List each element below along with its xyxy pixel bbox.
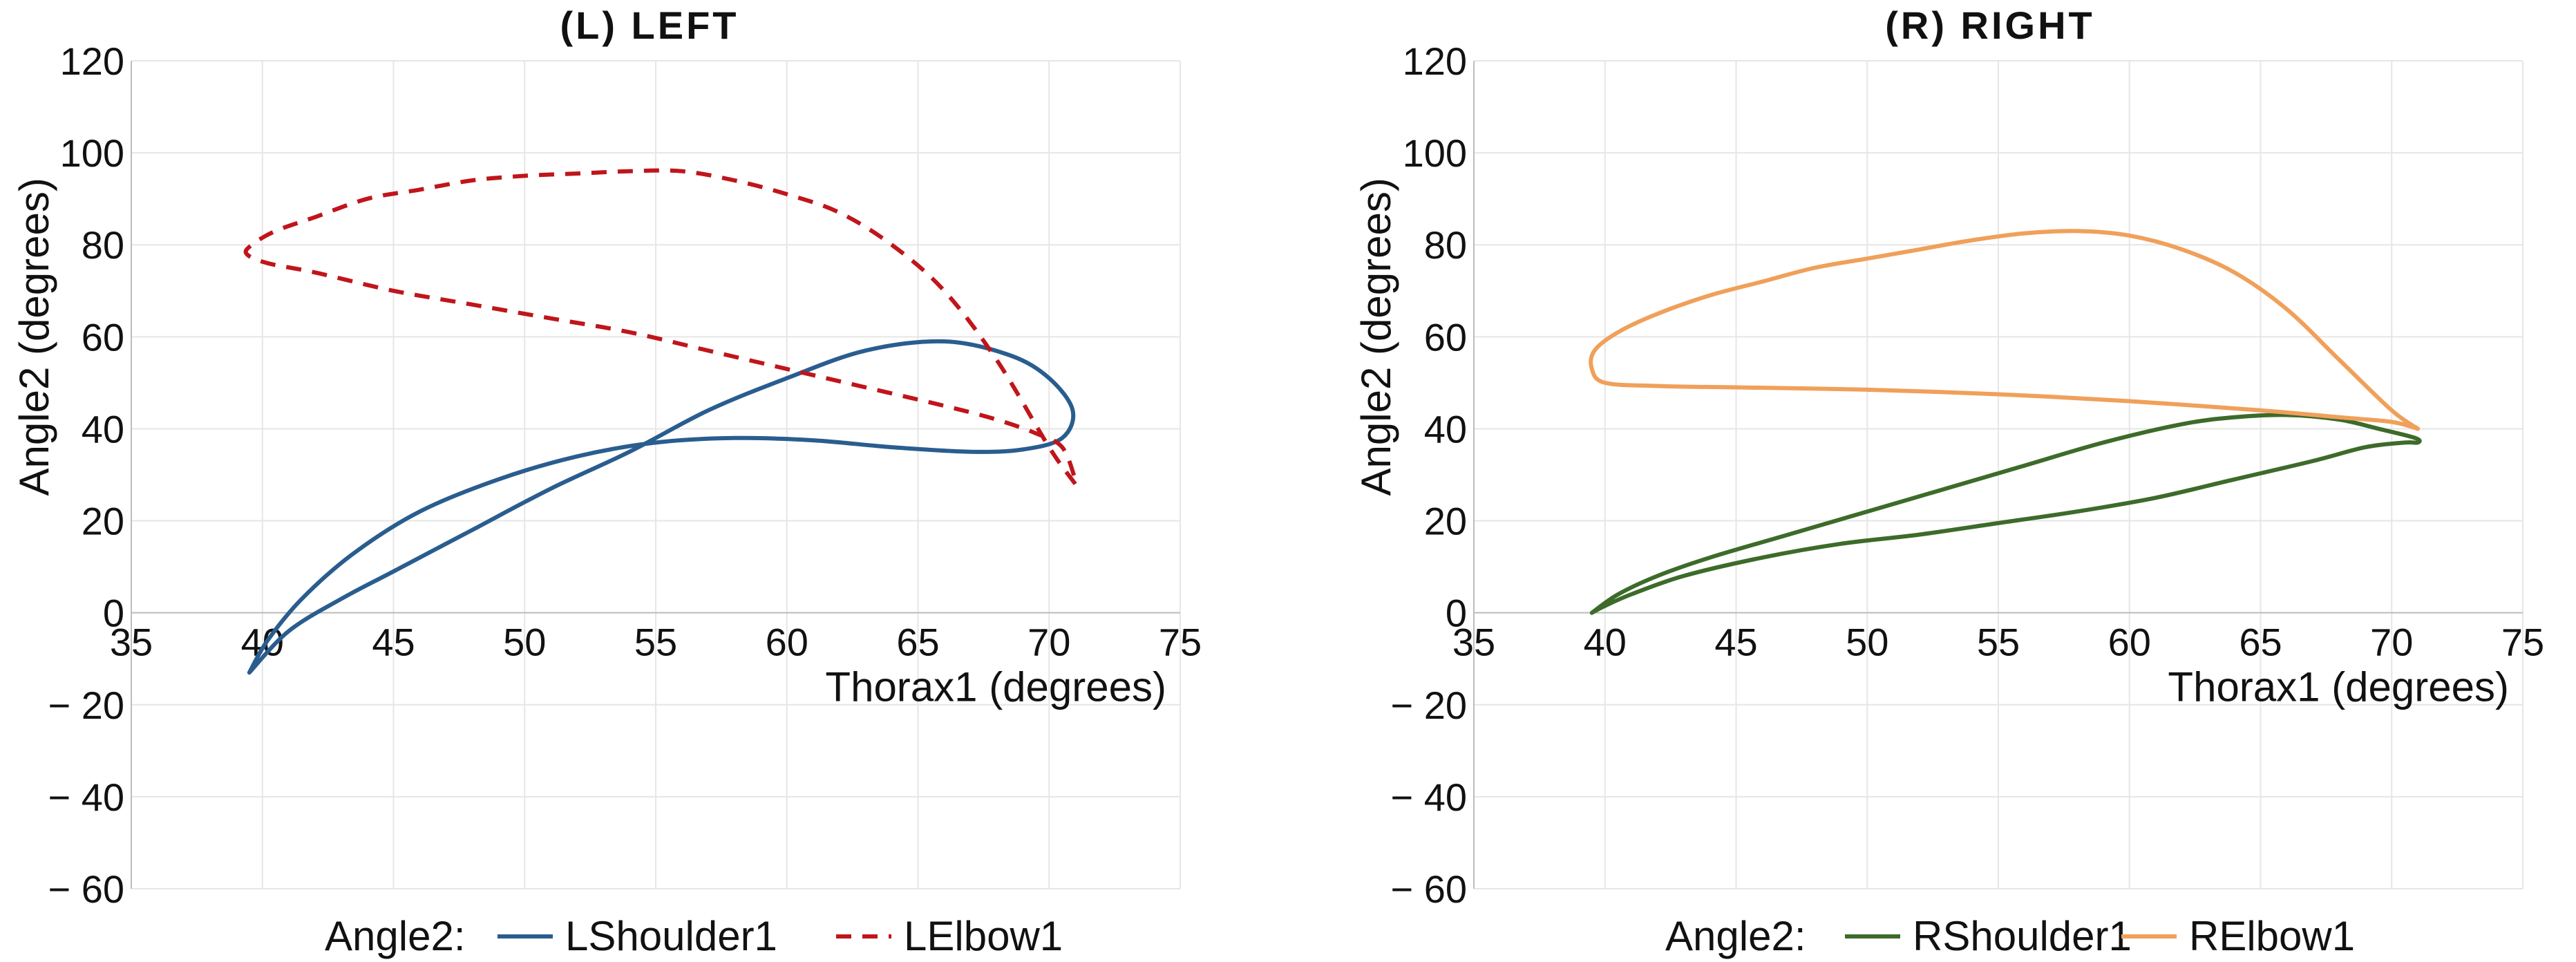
y-tick-label: 0 xyxy=(103,592,124,635)
series-line-rshoulder1 xyxy=(1589,413,2422,615)
y-axis-label: Angle2 (degrees) xyxy=(1353,178,1399,496)
x-tick-label: 75 xyxy=(1159,621,1202,664)
x-tick-label: 65 xyxy=(896,621,939,664)
legend-label-rshoulder1: RShoulder1 xyxy=(1913,913,2132,959)
y-tick-label: − 20 xyxy=(48,683,124,727)
y-tick-label: 20 xyxy=(82,500,124,543)
chart-title: (R) RIGHT xyxy=(1885,3,2095,47)
y-tick-label: 80 xyxy=(82,223,124,267)
x-axis-label: Thorax1 (degrees) xyxy=(2168,664,2509,710)
y-tick-label: − 40 xyxy=(48,775,124,819)
series-line-lelbow1 xyxy=(243,168,1078,486)
x-tick-label: 40 xyxy=(1584,621,1627,664)
chart-title: (L) LEFT xyxy=(560,3,739,47)
y-tick-label: − 40 xyxy=(1390,775,1467,819)
x-tick-label: 70 xyxy=(2370,621,2413,664)
x-tick-label: 60 xyxy=(766,621,808,664)
y-tick-label: − 20 xyxy=(1390,683,1467,727)
y-tick-label: 80 xyxy=(1424,223,1467,267)
y-tick-label: − 60 xyxy=(48,867,124,911)
x-axis-label: Thorax1 (degrees) xyxy=(825,664,1166,710)
y-tick-label: 0 xyxy=(1446,592,1467,635)
x-tick-label: 35 xyxy=(110,621,153,664)
x-tick-label: 45 xyxy=(372,621,415,664)
y-tick-label: 40 xyxy=(1424,407,1467,451)
legend-label-lshoulder1: LShoulder1 xyxy=(565,913,777,959)
x-tick-label: 45 xyxy=(1714,621,1757,664)
x-tick-label: 35 xyxy=(1452,621,1495,664)
x-tick-label: 75 xyxy=(2501,621,2544,664)
chart-panel-right: (R) RIGHT 35 40 45 50 55 60 65 70 75 120 100 80 60 40 2… xyxy=(1353,3,2544,959)
y-tick-label: 40 xyxy=(82,407,124,451)
series-line-relbow1 xyxy=(1589,229,2421,431)
x-tick-label: 50 xyxy=(503,621,546,664)
y-tick-label: 60 xyxy=(82,315,124,359)
y-tick-label: 100 xyxy=(60,131,124,175)
x-tick-label: 50 xyxy=(1846,621,1888,664)
y-tick-label: 120 xyxy=(60,39,124,83)
y-tick-label: 100 xyxy=(1403,131,1467,175)
x-tick-label: 70 xyxy=(1027,621,1070,664)
x-tick-label: 60 xyxy=(2108,621,2151,664)
x-tick-label: 55 xyxy=(1977,621,2020,664)
legend-title: Angle2: xyxy=(325,913,466,959)
y-tick-label: 60 xyxy=(1424,315,1467,359)
y-tick-label: 20 xyxy=(1424,500,1467,543)
x-tick-label: 55 xyxy=(634,621,677,664)
x-tick-label: 65 xyxy=(2239,621,2282,664)
y-tick-label: − 60 xyxy=(1390,867,1467,911)
legend-label-relbow1: RElbow1 xyxy=(2189,913,2355,959)
legend-label-lelbow1: LElbow1 xyxy=(904,913,1063,959)
series-line-lshoulder1 xyxy=(247,339,1076,675)
y-axis-label: Angle2 (degrees) xyxy=(11,178,57,496)
y-tick-label: 120 xyxy=(1403,39,1467,83)
legend-title: Angle2: xyxy=(1665,913,1806,959)
